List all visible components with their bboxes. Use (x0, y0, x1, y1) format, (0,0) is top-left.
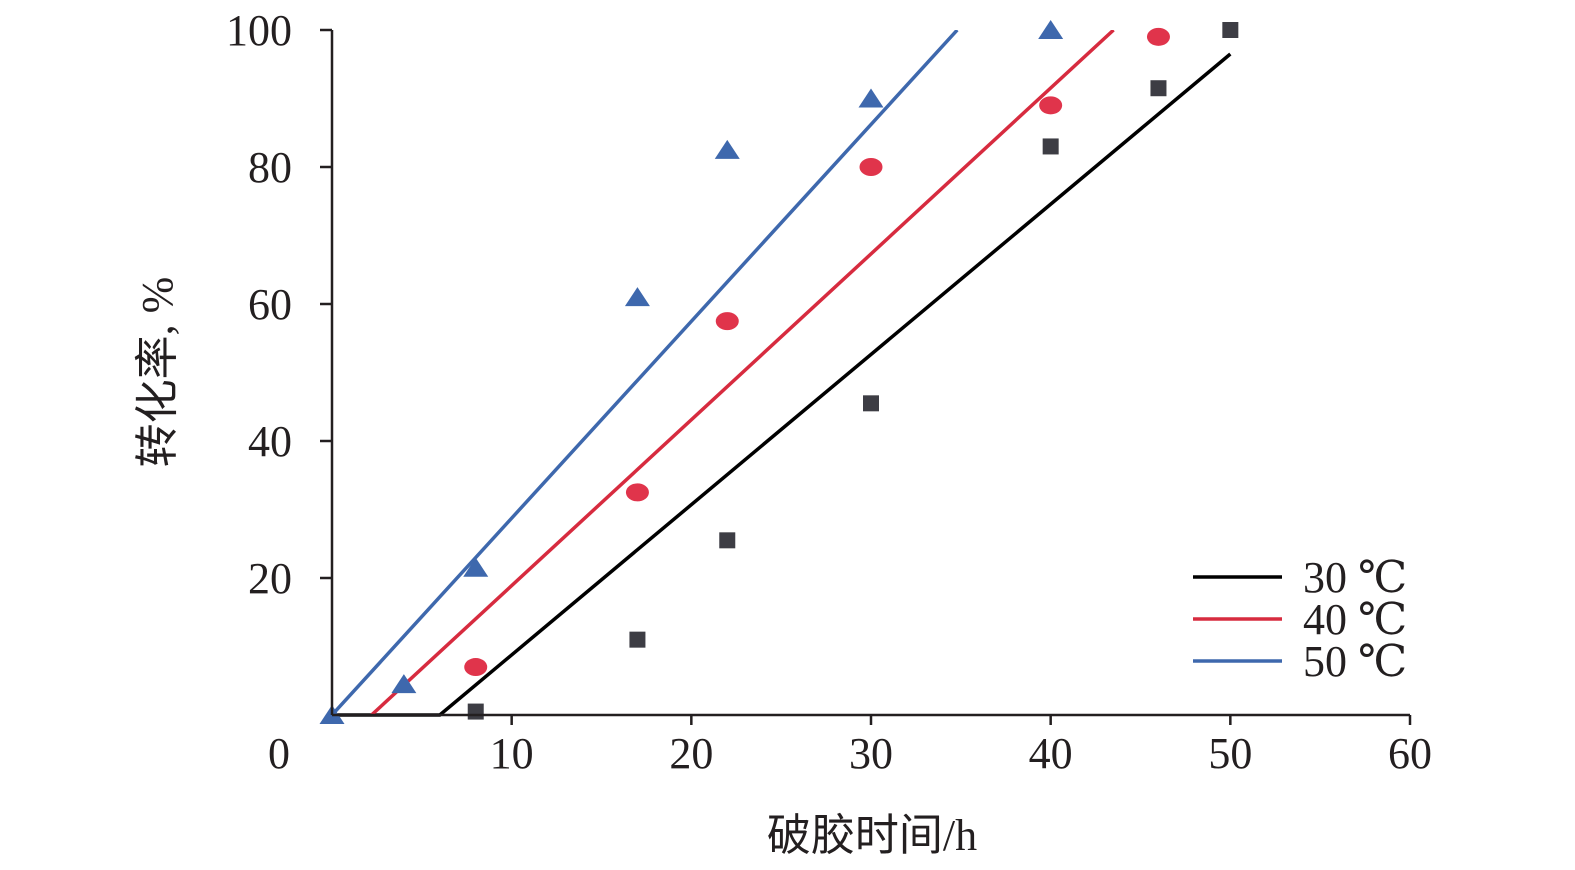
x-tick-label: 40 (1029, 729, 1073, 778)
data-point-s2-1 (464, 658, 488, 677)
x-tick-label: 50 (1208, 729, 1252, 778)
fit-line-1 (332, 52, 1232, 717)
y-tick-label: 20 (248, 554, 292, 603)
y-tick-label: 100 (226, 6, 292, 55)
data-point-s3-2 (391, 674, 417, 694)
data-point-s3-5 (714, 139, 740, 159)
data-point-s3-6 (858, 88, 884, 108)
data-point-s3-7 (1038, 20, 1064, 39)
legend-label-3: 50 ℃ (1303, 637, 1407, 686)
ticks: 0 10 20 30 40 50 60 20 40 60 80 100 (226, 6, 1432, 778)
data-point-s1-1 (467, 703, 484, 720)
y-tick-label: 80 (248, 143, 292, 192)
x-tick-label: 60 (1388, 729, 1432, 778)
data-point-s1-6 (1150, 80, 1167, 97)
data-point-s1-7 (1222, 22, 1239, 38)
data-markers (319, 20, 1239, 724)
data-point-s2-4 (859, 158, 883, 176)
fit-line-3 (332, 30, 959, 717)
data-point-s3-4 (624, 287, 650, 307)
x-tick-label: 0 (268, 729, 290, 778)
fit-line-2 (370, 30, 1115, 717)
data-point-s2-2 (625, 483, 649, 502)
data-point-s1-4 (863, 395, 879, 412)
legend-label-2: 40 ℃ (1303, 595, 1407, 644)
fit-lines (332, 30, 1232, 717)
data-point-s3-3 (463, 557, 489, 577)
data-point-s1-3 (719, 532, 736, 549)
y-tick-label: 60 (248, 280, 292, 329)
data-point-s1-2 (629, 631, 646, 648)
legend-label-1: 30 ℃ (1303, 553, 1407, 602)
data-point-s1-5 (1042, 138, 1059, 155)
y-tick-label: 40 (248, 417, 292, 466)
data-point-s2-3 (715, 312, 739, 331)
x-tick-label: 20 (669, 729, 713, 778)
legend: 30 ℃40 ℃50 ℃ (1193, 553, 1407, 686)
x-axis-title: 破胶时间/h (767, 811, 977, 860)
data-point-s2-6 (1146, 27, 1170, 46)
data-point-s2-5 (1039, 96, 1063, 115)
x-tick-label: 10 (490, 729, 534, 778)
x-tick-label: 30 (849, 729, 893, 778)
axes (330, 30, 1410, 717)
y-axis-title: 转化率, % (133, 277, 182, 468)
